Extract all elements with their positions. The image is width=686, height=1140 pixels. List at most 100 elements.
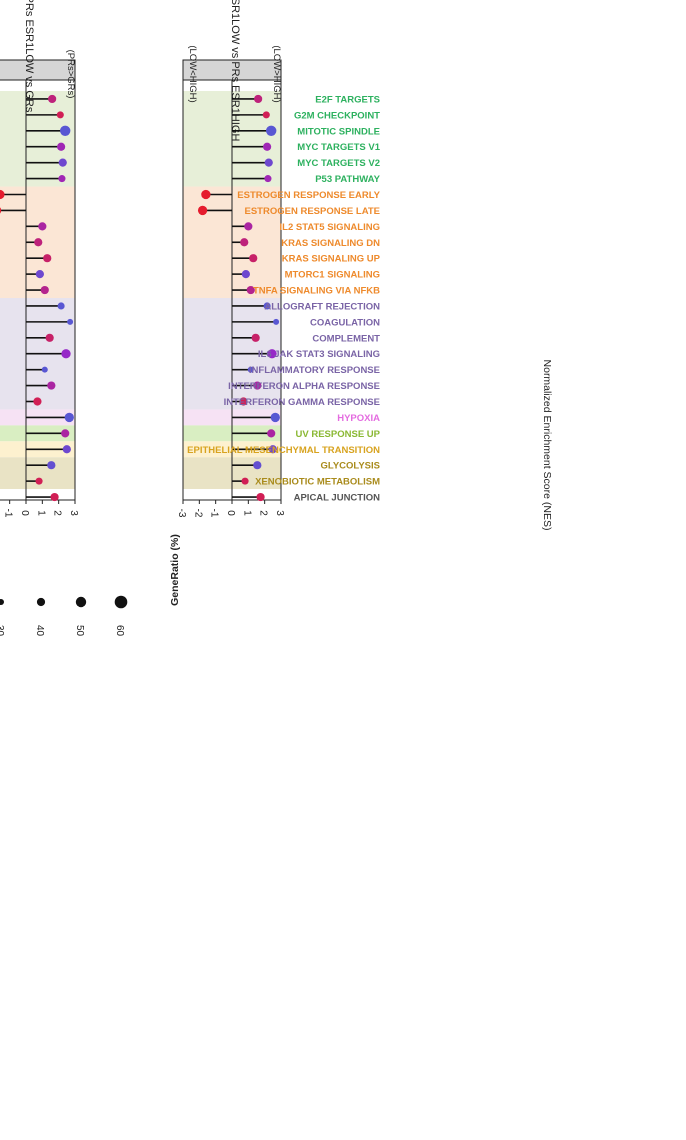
- size-legend-dot: [36, 597, 46, 607]
- lollipop-point: [47, 461, 56, 470]
- size-legend-dot: [75, 596, 87, 608]
- lollipop-point: [264, 175, 272, 183]
- lollipop-point: [67, 318, 74, 325]
- panel-4: (LOW<HIGH) (LOW>HIGH) PRs ESR1LOW vs PRs E…: [176, 0, 285, 518]
- pathway-label: TNFA SIGNALING VIA NFKB: [253, 286, 380, 297]
- pathway-labels: E2F TARGETS G2M CHECKPOINT MITOTIC SPINDLE…: [187, 94, 381, 503]
- tick-label: 0: [225, 510, 236, 516]
- size-legend-dot: [0, 599, 4, 605]
- lollipop-point: [253, 461, 262, 470]
- lollipop-point: [241, 477, 249, 485]
- pathway-label: MYC TARGETS V2: [297, 158, 380, 169]
- lollipop-point: [268, 445, 277, 454]
- lollipop-point: [249, 254, 258, 263]
- pathway-label: INTERFERON ALPHA RESPONSE: [228, 381, 380, 392]
- lollipop-point: [45, 333, 54, 342]
- lollipop-point: [47, 381, 56, 390]
- lollipop-point: [267, 349, 277, 359]
- pathway-label: ALLOGRAFT REJECTION: [264, 301, 380, 312]
- strip-left-label: (LOW<HIGH): [187, 45, 198, 102]
- lollipop-point: [263, 142, 272, 151]
- pathway-label: KRAS SIGNALING DN: [281, 238, 380, 249]
- lollipop-point: [62, 445, 71, 454]
- tick-label: 1: [241, 510, 252, 516]
- lollipop-point: [270, 412, 280, 423]
- pathway-label: HYPOXIA: [337, 413, 380, 424]
- size-legend-title: GeneRatio (%): [169, 534, 181, 606]
- tick-label: -3: [176, 509, 187, 518]
- lollipop-point: [256, 492, 265, 502]
- strip-right-label: (LOW>HIGH): [271, 45, 282, 102]
- lollipop-point: [61, 349, 71, 359]
- panels-layer: (PRs<GRs)(PRs>GRs)PRs vs GRs-3-2-10123(P…: [0, 0, 285, 518]
- lollipop-point: [64, 412, 74, 423]
- lollipop-point: [56, 111, 64, 119]
- lollipop-point: [253, 381, 262, 390]
- tick-label: -1: [3, 509, 14, 518]
- legends: GeneRatio (%)3040506003579Significance -…: [0, 534, 181, 637]
- panel-3: (PRs<GRs)(PRs>GRs)PRs ESR1LOW vs GRs-3-2…: [0, 0, 79, 518]
- lollipop-point: [34, 238, 43, 247]
- panel-strip: [182, 59, 282, 81]
- size-legend-label: 60: [114, 625, 125, 637]
- lollipop-point: [0, 189, 5, 200]
- pathway-label: UV RESPONSE UP: [296, 429, 381, 440]
- lollipop-point: [50, 492, 59, 502]
- x-axis-label: Normalized Enrichment Score (NES): [541, 360, 553, 531]
- lollipop-point: [201, 189, 211, 200]
- size-legend-label: 40: [34, 625, 45, 637]
- pathway-label: IL2 STAT5 SIGNALING: [280, 222, 380, 233]
- pathway-label: P53 PATHWAY: [315, 174, 380, 185]
- lollipop-point: [60, 125, 71, 137]
- pathway-label: INFLAMMATORY RESPONSE: [249, 365, 380, 376]
- lollipop-point: [41, 366, 48, 373]
- lollipop-point: [57, 142, 66, 151]
- pathway-label: ESTROGEN RESPONSE EARLY: [237, 190, 380, 201]
- lollipop-point: [58, 175, 66, 183]
- pathway-label: EPITHELIAL MESENCHYMAL TRANSITION: [187, 445, 380, 456]
- pathway-label: MTORC1 SIGNALING: [285, 270, 380, 281]
- pathway-label: KRAS SIGNALING UP: [282, 254, 381, 265]
- lollipop-point: [262, 111, 270, 119]
- pathway-label: COMPLEMENT: [312, 333, 380, 344]
- tick-label: 0: [19, 510, 30, 516]
- pathway-label: XENOBIOTIC METABOLISM: [255, 477, 380, 488]
- pathway-label: E2F TARGETS: [315, 94, 380, 105]
- lollipop-point: [33, 397, 42, 406]
- pathway-label: INTERFERON GAMMA RESPONSE: [224, 397, 380, 408]
- lollipop-point: [246, 285, 255, 295]
- lollipop-point: [35, 270, 44, 279]
- tick-label: -2: [192, 509, 203, 518]
- size-legend-label: 50: [74, 625, 85, 637]
- panel-strip: [0, 59, 76, 81]
- lollipop-point: [244, 222, 253, 231]
- tick-label: -1: [209, 509, 220, 518]
- lollipop-point: [48, 94, 57, 104]
- lollipop-point: [241, 270, 250, 279]
- tick-label: 2: [258, 510, 269, 516]
- lollipop-point: [61, 429, 70, 438]
- pathway-label: G2M CHECKPOINT: [294, 110, 380, 121]
- tick-label: 1: [35, 510, 46, 516]
- lollipop-point: [40, 285, 49, 295]
- band-proliferation: [0, 91, 75, 187]
- lollipop-point: [197, 205, 208, 216]
- pathway-label: MITOTIC SPINDLE: [297, 126, 380, 137]
- lollipop-point: [254, 94, 263, 104]
- lollipop-point: [263, 302, 271, 310]
- tick-label: 2: [52, 510, 63, 516]
- strip-right-label: (PRs>GRs): [65, 50, 76, 99]
- lollipop-point: [35, 477, 43, 485]
- lollipop-point: [58, 158, 67, 167]
- lollipop-point: [264, 158, 273, 167]
- lollipop-point: [43, 254, 52, 263]
- lollipop-point: [38, 222, 47, 231]
- pathway-label: IL6 JAK STAT3 SIGNALING: [258, 349, 380, 360]
- tick-label: 3: [68, 510, 79, 516]
- pathway-label: COAGULATION: [310, 317, 380, 328]
- size-legend-label: 30: [0, 625, 5, 637]
- pathway-label: ESTROGEN RESPONSE LATE: [245, 206, 380, 217]
- lollipop-point: [273, 318, 280, 325]
- lollipop-point: [247, 366, 254, 373]
